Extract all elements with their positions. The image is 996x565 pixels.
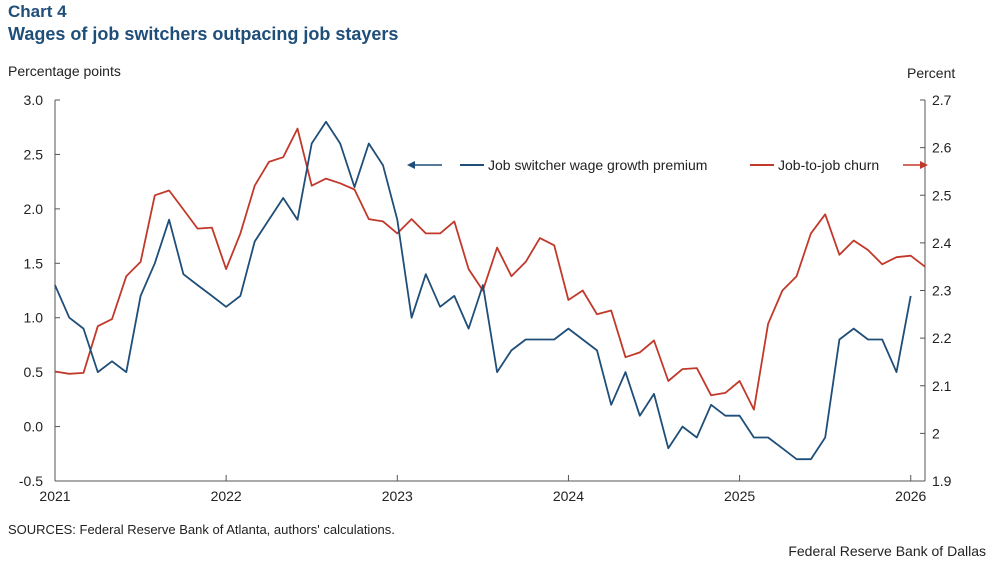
right-tick-label: 2	[932, 425, 940, 441]
left-tick-label: 2.0	[24, 201, 44, 217]
left-tick-label: 1.0	[24, 310, 44, 326]
left-tick-label: 0.5	[24, 364, 44, 380]
right-tick-label: 2.3	[932, 283, 952, 299]
chart-series	[54, 120, 926, 461]
left-tick-label: 1.5	[24, 255, 44, 271]
right-axis-title: Percent	[907, 65, 956, 81]
chart-title: Wages of job switchers outpacing job sta…	[8, 24, 399, 44]
legend-arrowhead-right	[920, 161, 928, 169]
left-tick-label: 2.5	[24, 146, 44, 162]
chart-legend: Job switcher wage growth premium Job-to-j…	[407, 157, 928, 173]
series-line-job-churn	[54, 127, 926, 411]
x-tick-label: 2021	[39, 488, 70, 504]
source-note: SOURCES: Federal Reserve Bank of Atlanta…	[8, 522, 395, 537]
x-tick-label: 2023	[382, 488, 413, 504]
right-tick-label: 2.2	[932, 330, 952, 346]
x-tick-label: 2022	[211, 488, 242, 504]
right-tick-label: 2.6	[932, 140, 952, 156]
x-tick-label: 2024	[553, 488, 584, 504]
legend-label-switcher: Job switcher wage growth premium	[488, 157, 707, 173]
right-tick-label: 1.9	[932, 473, 952, 489]
right-tick-label: 2.5	[932, 187, 952, 203]
chart-number: Chart 4	[8, 2, 67, 21]
right-tick-label: 2.7	[932, 92, 952, 108]
legend-label-churn: Job-to-job churn	[778, 157, 879, 173]
legend-arrowhead-left	[407, 161, 415, 169]
organization-credit: Federal Reserve Bank of Dallas	[788, 543, 986, 559]
left-tick-label: 0.0	[24, 419, 44, 435]
left-tick-label: 3.0	[24, 92, 44, 108]
series-line-switcher-premium	[54, 120, 912, 461]
x-tick-label: 2026	[895, 488, 926, 504]
right-tick-label: 2.1	[932, 378, 952, 394]
x-tick-label: 2025	[724, 488, 755, 504]
left-axis-title: Percentage points	[8, 63, 121, 79]
right-tick-label: 2.4	[932, 235, 952, 251]
chart-axes: 3.0 2.5 2.0 1.5 1.0 0.5 0.0 -0.5 2.7 2.6 2.5 2.4 2.3…	[19, 92, 952, 504]
left-tick-label: -0.5	[19, 473, 43, 489]
